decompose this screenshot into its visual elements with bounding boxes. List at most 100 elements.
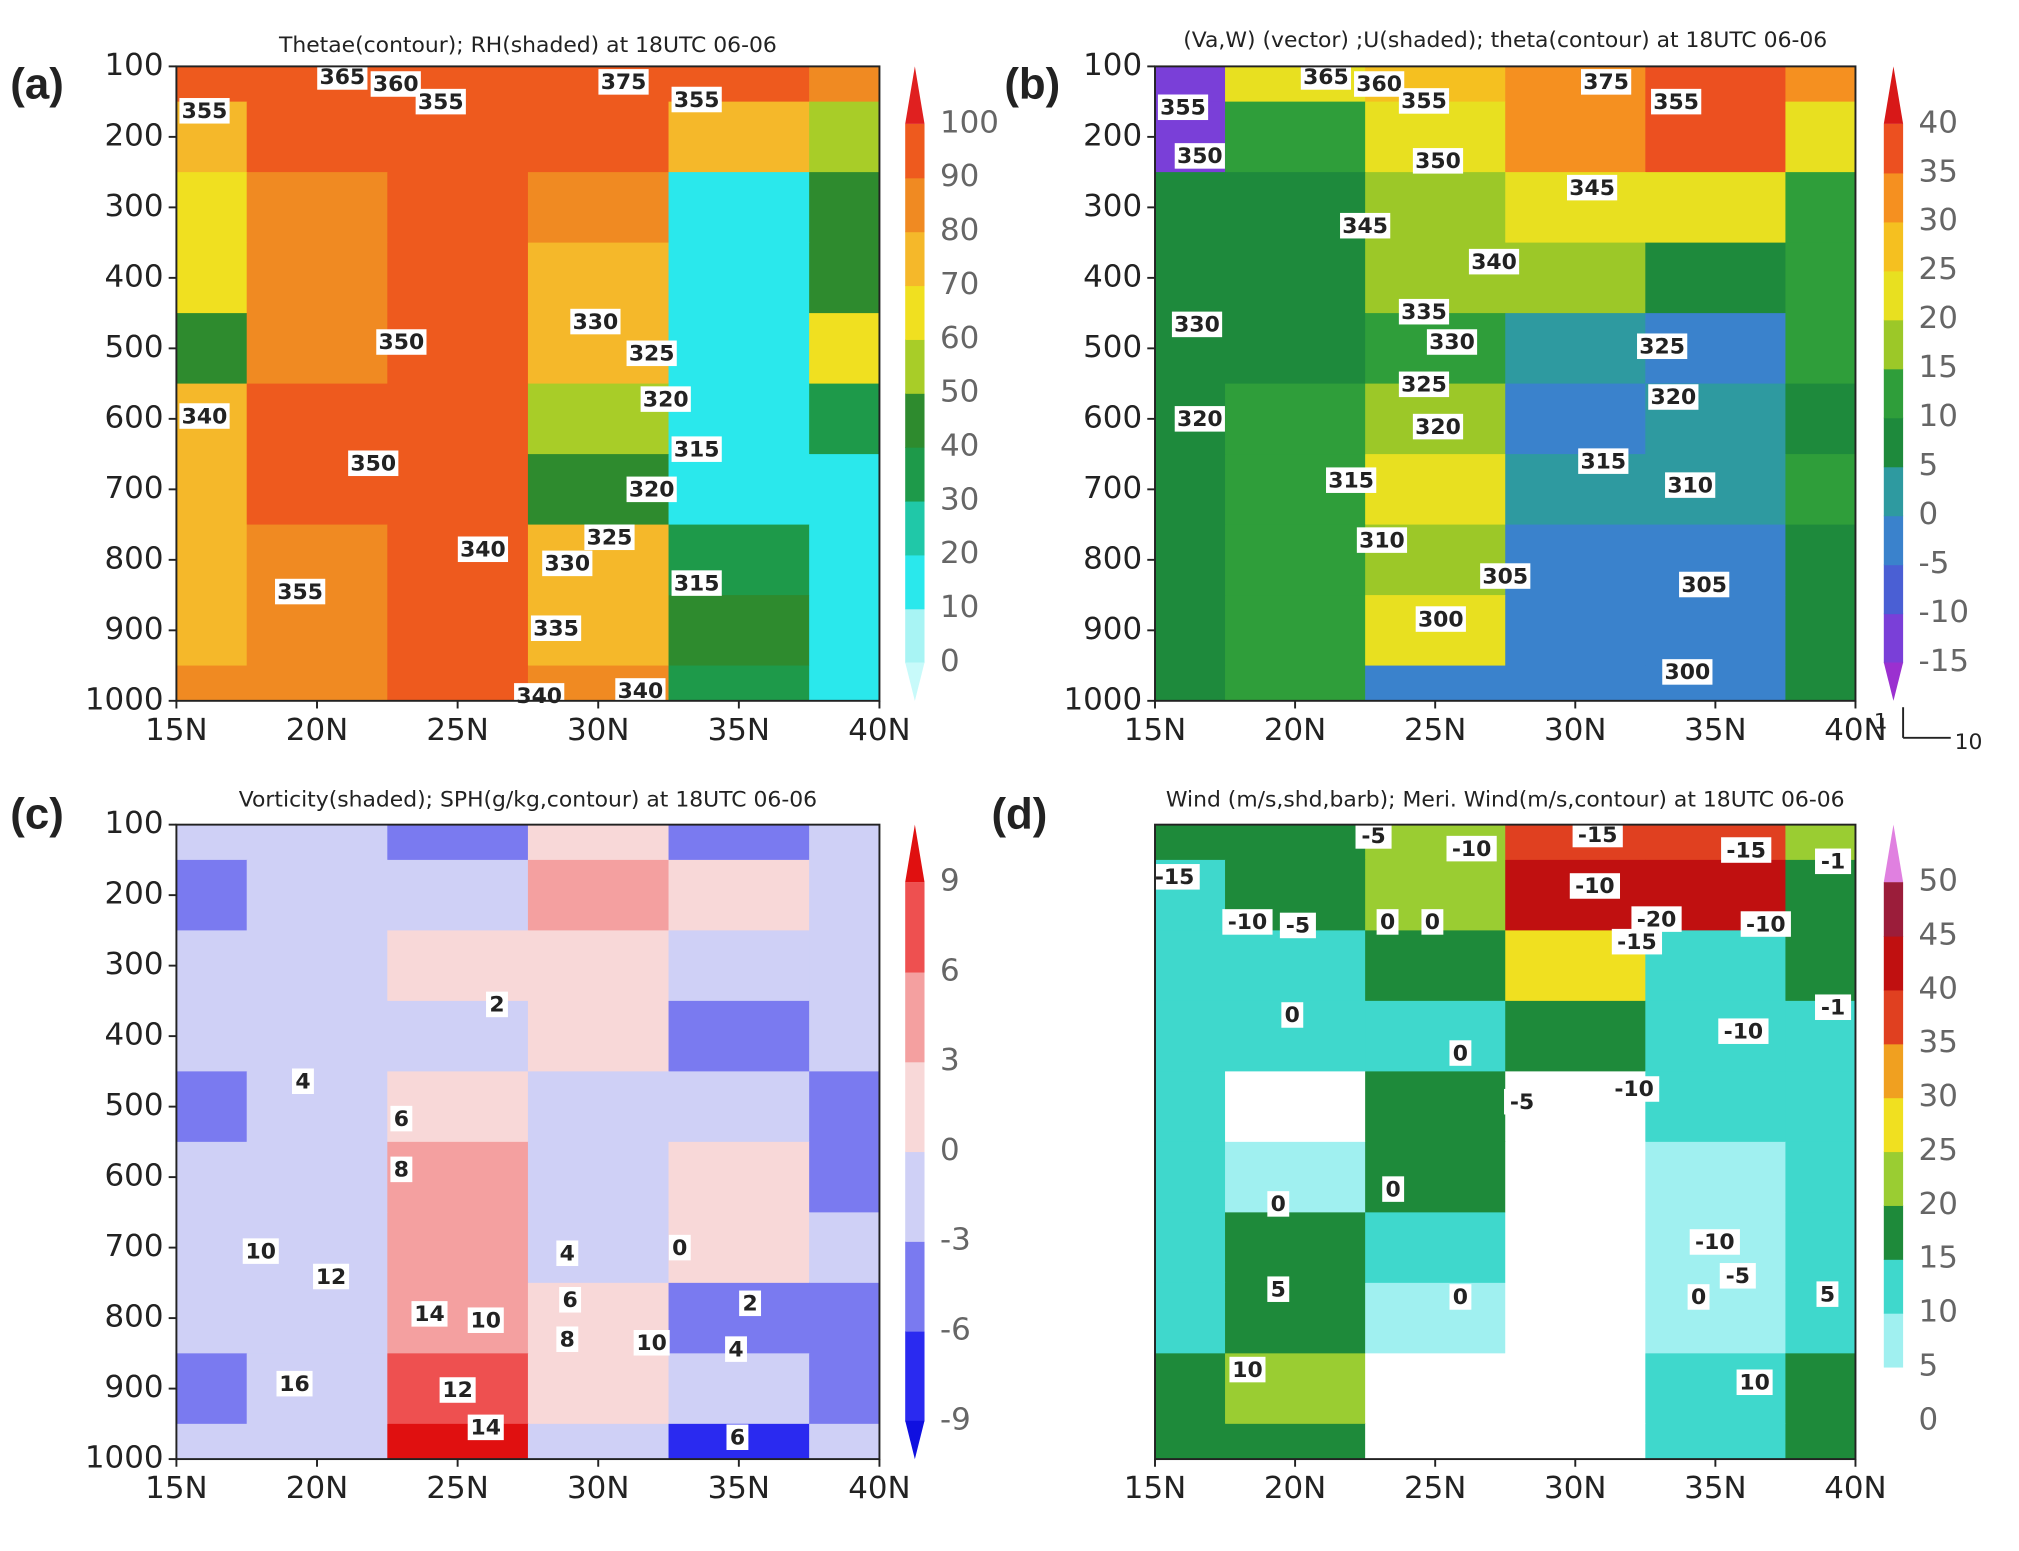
colorbar-tick-label: 60 xyxy=(940,320,979,356)
colorbar-tick-label: -3 xyxy=(940,1222,971,1258)
contour-label: 310 xyxy=(1359,528,1405,553)
contour-label: 0 xyxy=(1380,910,1395,935)
field-cell xyxy=(527,242,670,314)
field-cell xyxy=(809,101,880,173)
contour-label-box xyxy=(615,678,666,704)
contour-label-box xyxy=(542,550,593,577)
contour-label-box xyxy=(376,329,427,355)
field-cell xyxy=(1785,313,1856,385)
field-cell xyxy=(176,930,248,1002)
contour-label-box xyxy=(671,570,722,596)
field-cell xyxy=(246,665,388,701)
contour-label: -10 xyxy=(1452,837,1492,862)
field-cell xyxy=(387,242,529,314)
contour-label: 355 xyxy=(674,88,720,113)
x-tick-label: 40N xyxy=(1824,712,1886,748)
contour-label-box xyxy=(1679,571,1730,598)
field-cell xyxy=(809,665,880,701)
field-cell xyxy=(668,313,810,385)
contour-label-box xyxy=(1398,88,1450,114)
field-cell xyxy=(527,1000,670,1073)
plot-frame xyxy=(175,65,881,702)
contour-label-box xyxy=(1609,1076,1660,1102)
contour-label-box xyxy=(1687,1284,1710,1310)
colorbar-swatch xyxy=(1883,221,1904,272)
contour-label-box xyxy=(626,340,677,367)
colorbar-tick-label: 10 xyxy=(940,589,979,625)
contour-label: 355 xyxy=(418,90,464,115)
y-tick-label: 100 xyxy=(105,805,164,841)
field-cell xyxy=(527,1071,670,1143)
x-tick-label: 25N xyxy=(1404,1470,1466,1506)
field-cell xyxy=(1645,1282,1787,1354)
colorbar-tick-label: 20 xyxy=(1919,1186,1958,1222)
contour-label: 335 xyxy=(533,617,579,642)
contour-label-box xyxy=(1171,311,1223,338)
contour-label-box xyxy=(1267,1276,1290,1302)
x-tick-label: 20N xyxy=(286,712,348,748)
contour-label: 375 xyxy=(1583,70,1629,95)
contour-label-box xyxy=(1376,909,1399,935)
contour-label-box xyxy=(1415,606,1466,632)
field-cell xyxy=(1785,242,1856,314)
contour-label: 6 xyxy=(394,1107,409,1132)
contour-label-box xyxy=(726,1424,749,1451)
colorbar-tick-label: 35 xyxy=(1919,153,1958,189)
contour-label: -15 xyxy=(1155,865,1195,890)
field-cell xyxy=(668,1000,810,1073)
field-cell xyxy=(809,313,880,385)
x-tick-label: 25N xyxy=(426,1470,488,1506)
field-cell xyxy=(809,1212,880,1284)
field-cell xyxy=(527,859,670,932)
field-cell xyxy=(1225,524,1366,596)
contour-label: 10 xyxy=(636,1331,666,1356)
field-cell xyxy=(246,1282,388,1354)
y-tick-label: 300 xyxy=(105,188,164,224)
contour-label: 350 xyxy=(1415,149,1461,174)
contour-label: 12 xyxy=(316,1265,346,1290)
contour-label: 10 xyxy=(1232,1358,1262,1383)
field-cell xyxy=(387,1212,529,1284)
field-cell xyxy=(668,242,810,314)
field-cell xyxy=(668,1212,810,1284)
field-cell xyxy=(176,242,248,314)
field-cell xyxy=(668,1071,810,1143)
colorbar-tick-label: 15 xyxy=(1919,1240,1958,1276)
contour-label: -1 xyxy=(1821,850,1845,875)
colorbar-swatch xyxy=(1883,1313,1904,1368)
field-cell xyxy=(1225,1071,1366,1143)
field-cell xyxy=(1505,1141,1646,1213)
y-tick-label: 900 xyxy=(1083,611,1142,647)
colorbar-swatch xyxy=(1883,515,1904,566)
field-cell xyxy=(246,859,388,932)
contour-label-box xyxy=(1174,406,1225,432)
y-tick-label: 1000 xyxy=(85,1440,164,1476)
y-tick-label: 800 xyxy=(1083,540,1142,576)
field-cell xyxy=(1365,665,1506,701)
field-cell xyxy=(1505,242,1646,314)
field-cell xyxy=(1365,454,1506,526)
contour-label: 8 xyxy=(394,1158,409,1183)
y-tick-label: 300 xyxy=(1083,188,1142,224)
field-cell xyxy=(527,1353,670,1425)
contour-label-box xyxy=(1279,912,1316,939)
field-cell xyxy=(1785,1071,1856,1143)
colorbar-swatch xyxy=(1883,368,1904,419)
colorbar-swatch xyxy=(1883,935,1904,991)
y-tick-label: 700 xyxy=(105,1228,164,1264)
contour-label: 315 xyxy=(1580,449,1626,474)
contour-label-box xyxy=(486,991,508,1018)
y-tick-label: 200 xyxy=(105,876,164,912)
contour-label-box xyxy=(348,450,399,477)
field-cell xyxy=(1225,1423,1366,1460)
contour-label-box xyxy=(467,1307,504,1333)
contour-label-box xyxy=(1356,527,1408,553)
colorbar-tick-label: 80 xyxy=(940,212,979,248)
y-tick-label: 100 xyxy=(105,47,164,83)
colorbar-tick-label: -15 xyxy=(1919,643,1969,679)
contour-label-box xyxy=(671,86,722,113)
contour-label: -10 xyxy=(1228,910,1268,935)
contour-label-box xyxy=(1426,329,1478,355)
contour-label-box xyxy=(1446,835,1497,862)
contour-label: 350 xyxy=(1177,144,1223,169)
